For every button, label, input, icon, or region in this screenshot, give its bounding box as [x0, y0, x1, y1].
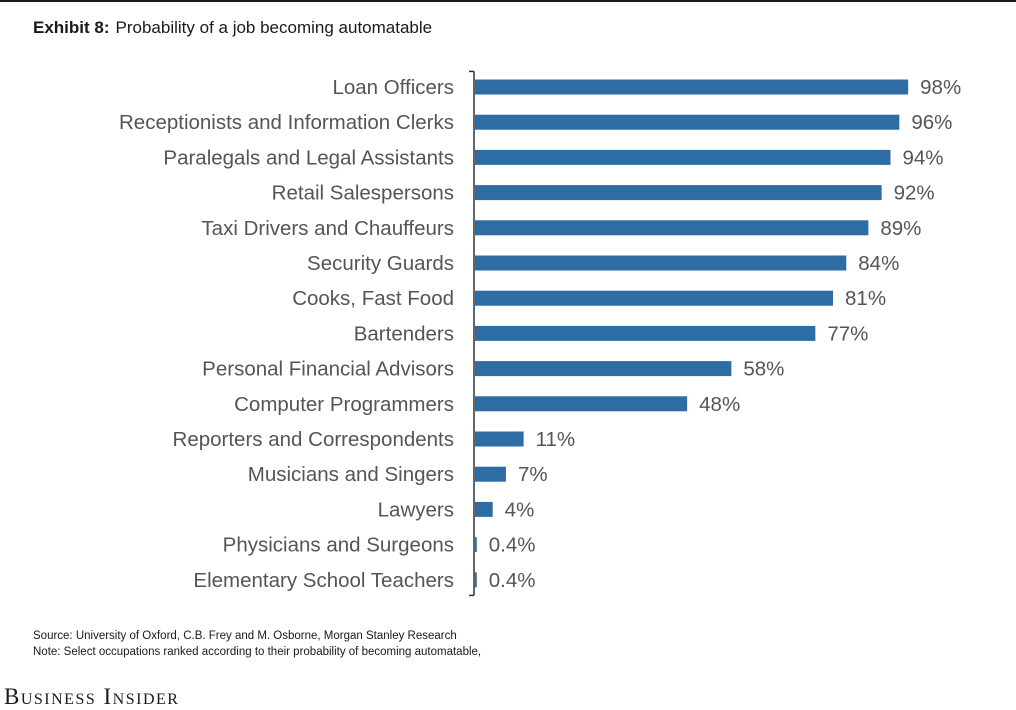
category-label: Lawyers	[378, 498, 454, 521]
bar	[475, 149, 891, 165]
bar	[475, 79, 909, 95]
value-label: 94%	[902, 146, 943, 169]
bar	[475, 431, 524, 447]
bar	[475, 537, 477, 553]
source-note: Source: University of Oxford, C.B. Frey …	[33, 630, 457, 642]
bar	[475, 572, 477, 588]
category-label: Reporters and Correspondents	[173, 428, 454, 451]
category-label: Physicians and Surgeons	[223, 534, 454, 557]
bar-chart: Loan Officers 98% Receptionists and Inform…	[119, 70, 961, 597]
value-label: 92%	[894, 182, 935, 205]
category-label: Cooks, Fast Food	[292, 287, 454, 310]
bar	[475, 185, 882, 201]
brand-logo: Business Insider	[4, 684, 180, 709]
category-label: Computer Programmers	[234, 393, 454, 416]
value-label: 89%	[880, 217, 921, 240]
value-label: 11%	[536, 428, 576, 451]
bar	[475, 501, 493, 517]
bar	[475, 114, 900, 130]
exhibit-number: Exhibit 8:	[33, 18, 110, 37]
value-label: 48%	[699, 393, 740, 416]
chart-notes: Source: University of Oxford, C.B. Frey …	[33, 628, 481, 660]
chart-title: Exhibit 8: Probability of a job becoming …	[33, 18, 432, 38]
bar	[475, 325, 816, 341]
category-label: Loan Officers	[332, 76, 454, 99]
bar	[475, 361, 732, 377]
value-label: 0.4%	[489, 534, 536, 557]
value-label: 7%	[518, 463, 548, 486]
category-label: Musicians and Singers	[248, 463, 454, 486]
category-label: Paralegals and Legal Assistants	[163, 146, 454, 169]
bar	[475, 396, 688, 412]
category-label: Elementary School Teachers	[193, 569, 454, 592]
bar	[475, 220, 869, 236]
value-label: 58%	[743, 358, 784, 381]
footnote: Note: Select occupations ranked accordin…	[33, 646, 482, 658]
value-label: 96%	[911, 111, 952, 134]
value-label: 77%	[827, 322, 868, 345]
value-label: 98%	[920, 76, 961, 99]
exhibit-title-text: Probability of a job becoming automatabl…	[115, 18, 433, 37]
category-label: Personal Financial Advisors	[202, 358, 454, 381]
top-rule	[0, 0, 1016, 2]
bar	[475, 466, 506, 482]
value-label: 4%	[505, 498, 535, 521]
bar	[475, 290, 834, 306]
category-label: Security Guards	[307, 252, 454, 275]
value-label: 0.4%	[489, 569, 536, 592]
category-label: Retail Salespersons	[272, 182, 454, 205]
value-label: 81%	[845, 287, 886, 310]
value-label: 84%	[858, 252, 899, 275]
category-label: Taxi Drivers and Chauffeurs	[201, 217, 454, 240]
bar	[475, 255, 847, 271]
category-label: Receptionists and Information Clerks	[119, 111, 454, 134]
category-label: Bartenders	[354, 322, 454, 345]
